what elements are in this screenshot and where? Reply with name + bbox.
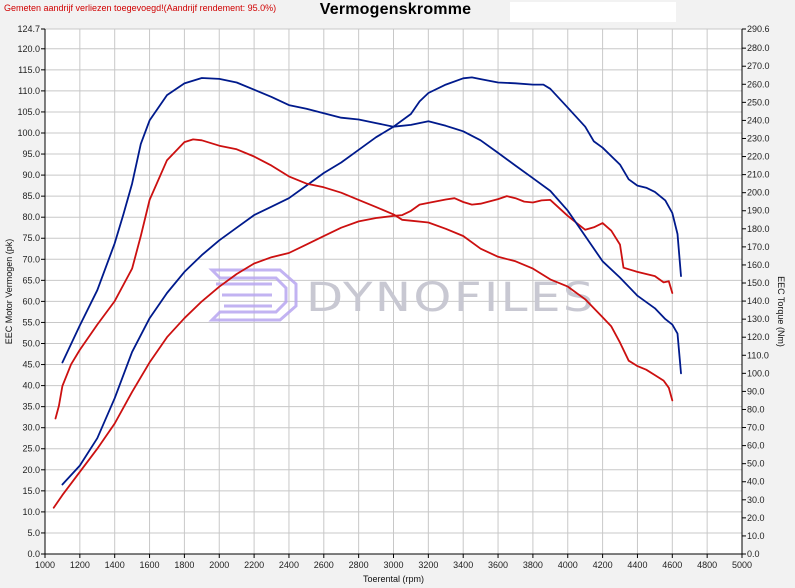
x-tick-label: 3400 (453, 560, 473, 570)
watermark-text: DYNOFILES (306, 275, 596, 321)
y-right-tick-label: 0.0 (747, 549, 760, 559)
y-left-tick-label: 124.7 (17, 24, 40, 34)
y-left-tick-label: 35.0 (22, 402, 40, 412)
y-left-tick-label: 75.0 (22, 233, 40, 243)
x-tick-label: 5000 (732, 560, 752, 570)
y-right-tick-label: 50.0 (747, 459, 765, 469)
x-tick-label: 1800 (174, 560, 194, 570)
y-axis-left-title: EEC Motor Vermogen (pk) (4, 239, 14, 345)
series-blue-power-line (61, 76, 682, 486)
y-left-tick-label: 40.0 (22, 381, 40, 391)
x-tick-label: 1400 (105, 560, 125, 570)
x-tick-label: 2600 (314, 560, 334, 570)
y-right-tick-label: 210.0 (747, 170, 770, 180)
series-blue-torque-line (61, 77, 682, 375)
tick-labels: 1000 1200 1400 1600 1800 2000 2200 2400 2600 2800… (17, 24, 769, 570)
y-left-tick-label: 50.0 (22, 338, 40, 348)
y-right-tick-label: 180.0 (747, 224, 770, 234)
y-right-tick-label: 240.0 (747, 115, 770, 125)
y-left-tick-label: 55.0 (22, 317, 40, 327)
y-right-tick-label: 110.0 (747, 350, 769, 360)
chart-title: Vermogenskromme (0, 1, 795, 19)
series-red-power-line (52, 195, 674, 509)
x-tick-label: 1200 (70, 560, 90, 570)
y-right-tick-label: 140.0 (747, 296, 770, 306)
y-left-tick-label: 85.0 (22, 191, 40, 201)
y-left-tick-label: 90.0 (22, 170, 40, 180)
y-left-tick-label: 115.0 (18, 65, 40, 75)
y-left-tick-label: 20.0 (22, 465, 40, 475)
y-right-tick-label: 150.0 (747, 278, 770, 288)
y-right-tick-label: 290.6 (747, 24, 770, 34)
y-right-tick-label: 220.0 (747, 152, 770, 162)
y-right-tick-label: 60.0 (747, 441, 765, 451)
x-axis-title: Toerental (rpm) (363, 574, 424, 584)
efficiency-note: Gemeten aandrijf verliezen toegevoegd!(A… (4, 3, 277, 13)
y-left-tick-label: 65.0 (22, 275, 40, 285)
x-tick-label: 3000 (383, 560, 403, 570)
y-left-tick-label: 60.0 (22, 296, 40, 306)
y-right-tick-label: 120.0 (747, 332, 770, 342)
y-right-tick-label: 160.0 (747, 260, 770, 270)
y-right-tick-label: 20.0 (747, 513, 765, 523)
y-right-tick-label: 190.0 (747, 206, 770, 216)
y-left-tick-label: 110.0 (18, 86, 40, 96)
logo-outline (208, 268, 298, 322)
x-tick-label: 4600 (662, 560, 682, 570)
y-right-tick-label: 70.0 (747, 423, 765, 433)
x-tick-label: 3200 (418, 560, 438, 570)
y-left-tick-label: 100.0 (17, 128, 40, 138)
x-tick-label: 2800 (349, 560, 369, 570)
y-left-tick-label: 45.0 (22, 360, 40, 370)
y-right-tick-label: 90.0 (747, 386, 765, 396)
y-left-tick-label: 120.0 (17, 44, 40, 54)
x-tick-label: 4800 (697, 560, 717, 570)
y-left-tick-label: 25.0 (22, 444, 40, 454)
series-lines (52, 76, 682, 509)
dynofiles-watermark: DYNOFILES (208, 268, 596, 322)
x-tick-label: 3600 (488, 560, 508, 570)
y-right-tick-label: 200.0 (747, 188, 770, 198)
dynofiles-logo (208, 268, 298, 322)
x-tick-label: 4000 (558, 560, 578, 570)
y-right-tick-label: 280.0 (747, 43, 770, 53)
y-right-tick-label: 170.0 (747, 242, 770, 252)
y-right-tick-label: 40.0 (747, 477, 765, 487)
y-left-tick-label: 95.0 (22, 149, 40, 159)
x-tick-label: 2400 (279, 560, 299, 570)
x-tick-label: 4400 (627, 560, 647, 570)
y-right-tick-label: 100.0 (747, 368, 770, 378)
y-left-tick-label: 105.0 (17, 107, 40, 117)
y-left-tick-label: 15.0 (22, 486, 40, 496)
x-tick-label: 3800 (523, 560, 543, 570)
y-left-tick-label: 30.0 (22, 423, 40, 433)
x-tick-label: 1600 (140, 560, 160, 570)
y-left-tick-label: 0.0 (27, 549, 40, 559)
y-right-tick-label: 10.0 (747, 531, 765, 541)
y-left-tick-label: 80.0 (22, 212, 40, 222)
y-right-tick-label: 30.0 (747, 495, 765, 505)
y-right-tick-label: 80.0 (747, 404, 765, 414)
x-tick-label: 2200 (244, 560, 264, 570)
x-tick-label: 1000 (35, 560, 55, 570)
y-axis-right-title: EEC Torque (Nm) (776, 276, 786, 347)
x-tick-label: 2000 (209, 560, 229, 570)
y-left-tick-label: 70.0 (22, 254, 40, 264)
chart-title-text: Vermogenskromme (319, 1, 472, 18)
header-blank-box (510, 2, 676, 22)
y-right-tick-label: 250.0 (747, 97, 770, 107)
y-left-tick-label: 10.0 (22, 507, 40, 517)
y-right-tick-label: 230.0 (747, 133, 770, 143)
y-right-tick-label: 260.0 (747, 79, 770, 89)
x-tick-label: 4200 (593, 560, 613, 570)
y-left-tick-label: 5.0 (27, 528, 40, 538)
y-right-tick-label: 130.0 (747, 314, 770, 324)
y-right-tick-label: 270.0 (747, 61, 770, 71)
series-red-torque-line (54, 138, 674, 420)
